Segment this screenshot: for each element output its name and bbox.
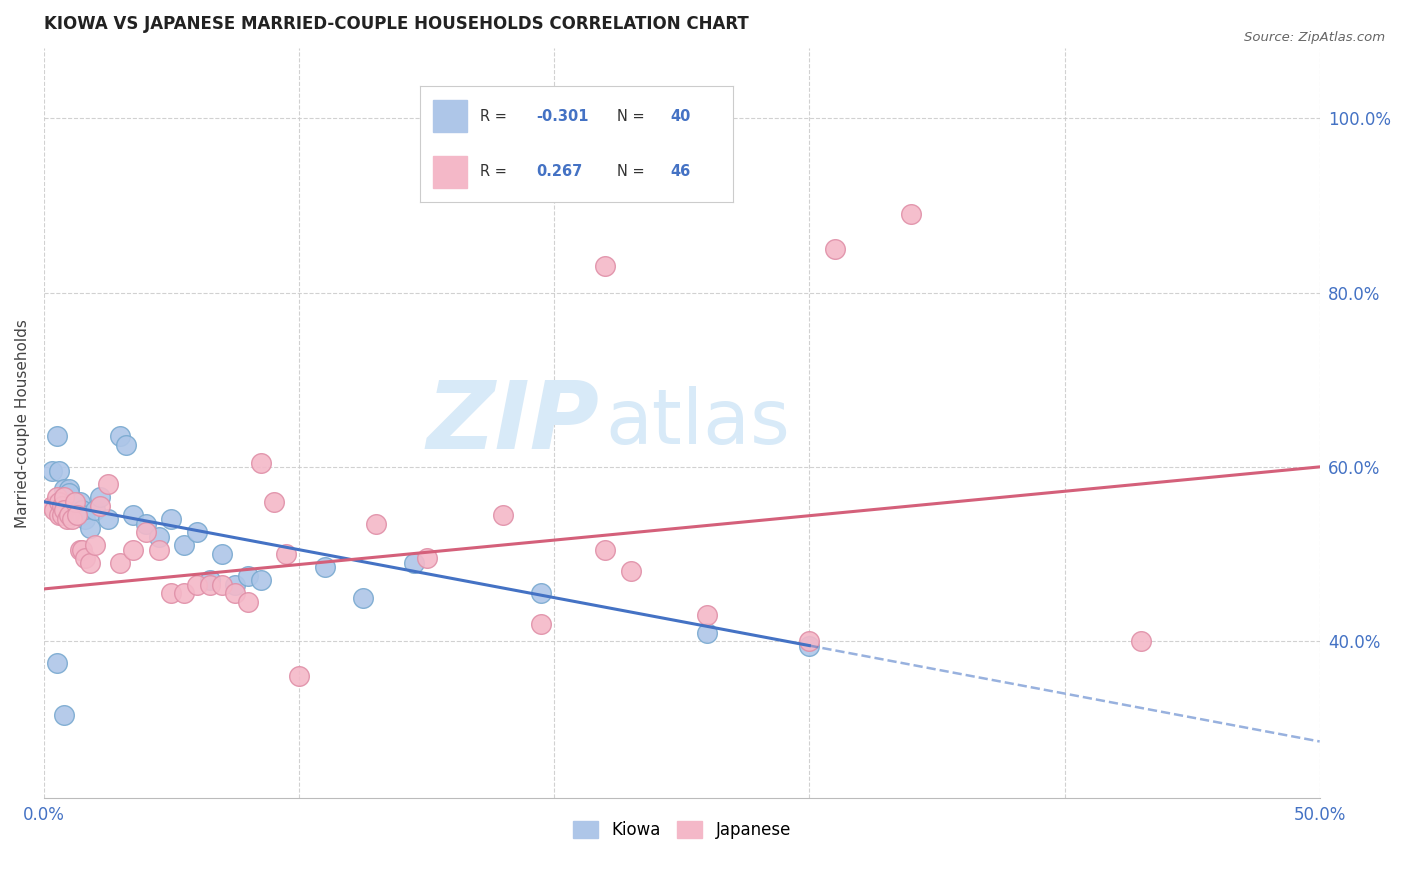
Point (160, 512, 183, 526)
Point (63, 494, 86, 508)
Point (364, 516, 387, 531)
Point (593, 542, 616, 557)
Point (352, 591, 374, 605)
Point (63, 499, 86, 513)
Point (41, 464, 63, 478)
Text: Source: ZipAtlas.com: Source: ZipAtlas.com (1244, 31, 1385, 45)
Text: ZIP: ZIP (426, 377, 599, 469)
Point (173, 538, 195, 552)
Point (492, 508, 515, 522)
Point (249, 573, 271, 587)
Point (620, 565, 643, 579)
Point (58, 508, 80, 522)
Point (276, 547, 298, 561)
Legend: Kiowa, Japanese: Kiowa, Japanese (567, 814, 797, 846)
Point (211, 577, 233, 591)
Point (593, 260, 616, 274)
Point (69, 494, 91, 508)
Point (56, 512, 79, 526)
Point (900, 207, 922, 221)
Point (148, 530, 170, 544)
Point (48, 508, 70, 522)
Point (198, 577, 221, 591)
Point (53, 482, 76, 496)
Point (110, 429, 132, 443)
Point (314, 560, 336, 574)
Point (84, 503, 107, 517)
Point (45, 429, 67, 443)
Point (696, 625, 718, 640)
Point (41, 499, 63, 513)
Point (51, 499, 73, 513)
Point (79, 521, 101, 535)
Point (186, 525, 208, 540)
Point (415, 551, 437, 566)
Point (135, 525, 157, 540)
Point (122, 542, 145, 557)
Point (824, 242, 846, 256)
Text: KIOWA VS JAPANESE MARRIED-COUPLE HOUSEHOLDS CORRELATION CHART: KIOWA VS JAPANESE MARRIED-COUPLE HOUSEHO… (44, 15, 748, 33)
Point (42, 503, 65, 517)
Point (79, 556, 101, 570)
Point (73, 551, 96, 566)
Point (211, 547, 233, 561)
Point (1130, 634, 1153, 648)
Point (263, 494, 285, 508)
Point (224, 586, 246, 600)
Point (114, 438, 136, 452)
Point (60, 512, 83, 526)
Point (799, 639, 821, 653)
Point (53, 491, 76, 505)
Point (236, 569, 259, 583)
Point (69, 542, 91, 557)
Point (60, 508, 83, 522)
Point (51, 508, 73, 522)
Point (58, 486, 80, 500)
Point (89, 499, 111, 513)
Point (89, 491, 111, 505)
Point (198, 573, 221, 587)
Point (110, 556, 132, 570)
Point (160, 586, 183, 600)
Text: atlas: atlas (605, 386, 790, 460)
Y-axis label: Married-couple Households: Married-couple Households (15, 318, 30, 528)
Point (53, 708, 76, 723)
Point (236, 595, 259, 609)
Point (58, 482, 80, 496)
Point (530, 616, 553, 631)
Point (186, 577, 208, 591)
Point (288, 669, 311, 683)
Point (249, 456, 271, 470)
Point (402, 556, 425, 570)
Point (84, 538, 107, 552)
Point (799, 634, 821, 648)
Point (53, 503, 76, 517)
Point (66, 508, 89, 522)
Point (73, 512, 96, 526)
Point (45, 491, 67, 505)
Point (66, 499, 89, 513)
Point (48, 494, 70, 508)
Point (70, 508, 93, 522)
Point (97, 477, 120, 491)
Point (70, 542, 93, 557)
Point (122, 508, 145, 522)
Point (53, 494, 76, 508)
Point (56, 494, 79, 508)
Point (45, 656, 67, 670)
Point (48, 464, 70, 478)
Point (135, 516, 157, 531)
Point (97, 512, 120, 526)
Point (58, 508, 80, 522)
Point (173, 586, 195, 600)
Point (224, 577, 246, 591)
Point (696, 608, 718, 623)
Point (148, 542, 170, 557)
Point (51, 494, 73, 508)
Point (70, 503, 93, 517)
Point (530, 586, 553, 600)
